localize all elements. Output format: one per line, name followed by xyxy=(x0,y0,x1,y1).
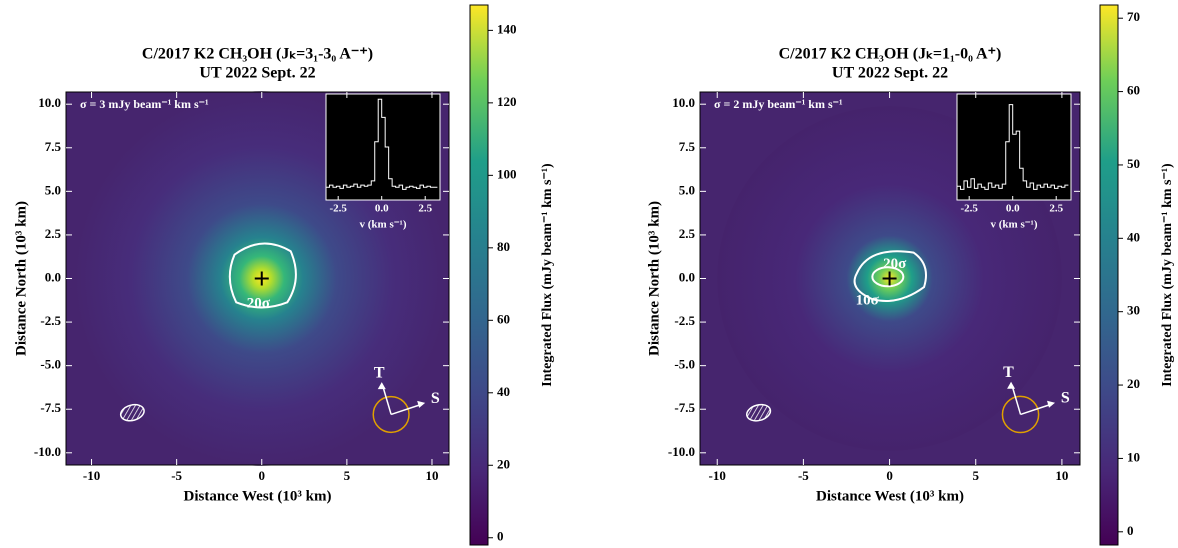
y-tick-label: -10.0 xyxy=(668,444,695,459)
y-tick-label: 2.5 xyxy=(679,226,696,241)
trail-arrow-head xyxy=(377,382,386,390)
sun-arrow xyxy=(1020,403,1052,416)
sun-label: S xyxy=(431,390,440,407)
chart-subtitle: UT 2022 Sept. 22 xyxy=(832,65,948,82)
inset-box xyxy=(325,93,441,201)
inset-tick-label: 2.5 xyxy=(418,203,432,215)
sun-arrow-head xyxy=(1047,400,1056,408)
y-tick-label: -5.0 xyxy=(40,357,61,372)
spectrum xyxy=(326,98,438,190)
nucleus-marker xyxy=(882,271,897,286)
colorbar-tick-label: 80 xyxy=(497,239,510,254)
y-tick-label: -7.5 xyxy=(674,400,695,415)
inset-tick-label: 2.5 xyxy=(1049,203,1063,215)
contour xyxy=(871,266,905,288)
y-tick-label: 7.5 xyxy=(45,139,62,154)
colorbar-tick-label: 20 xyxy=(1127,376,1140,391)
trail-arrow xyxy=(381,385,392,415)
y-tick-label: -7.5 xyxy=(40,400,61,415)
colorbar-tick-label: 50 xyxy=(1127,156,1140,171)
nucleus-marker xyxy=(254,271,269,286)
colorbar-tick-label: 70 xyxy=(1127,9,1140,24)
y-tick-label: -2.5 xyxy=(40,313,61,328)
colorbar-tick-label: 60 xyxy=(497,311,510,326)
x-axis-label: Distance West (10³ km) xyxy=(184,488,332,504)
inset-x-label: v (km s⁻¹) xyxy=(360,219,407,231)
x-tick-label: 0 xyxy=(259,468,266,483)
x-tick-label: -10 xyxy=(709,468,726,483)
y-tick-label: 0.0 xyxy=(679,269,695,284)
colorbar-tick-label: 120 xyxy=(497,94,517,109)
contour-label: 10σ xyxy=(856,292,880,308)
chart-subtitle: UT 2022 Sept. 22 xyxy=(199,65,315,82)
y-tick-label: 10.0 xyxy=(38,95,61,110)
colorbar-label: Integrated Flux (mJy beam⁻¹ km s⁻¹) xyxy=(540,163,555,387)
colorbar-tick-label: 40 xyxy=(497,384,510,399)
sigma-label: σ = 3 mJy beam⁻¹ km s⁻¹ xyxy=(80,97,209,111)
colorbar-tick-label: 100 xyxy=(497,166,517,181)
colorbar-tick-label: 20 xyxy=(497,456,510,471)
x-tick-label: 10 xyxy=(425,468,438,483)
sun-label: S xyxy=(1061,390,1070,407)
plot-panel: 20σ 10σ T Sσ = 2 mJy beam⁻¹ km s⁻¹ -2.5 0.0 2.… xyxy=(646,4,1175,546)
contour-label: 20σ xyxy=(883,256,907,272)
y-axis-label: Distance North (10³ km) xyxy=(13,201,29,356)
x-tick-label: -5 xyxy=(798,468,809,483)
orbit-circle xyxy=(372,395,410,434)
colorbar-tick-label: 30 xyxy=(1127,303,1140,318)
colorbar xyxy=(1099,4,1119,546)
x-tick-label: -5 xyxy=(171,468,182,483)
plot-panel: 20σ T Sσ = 3 mJy beam⁻¹ km s⁻¹ -2.5 0.0 2.5 v … xyxy=(13,4,555,546)
colorbar-tick-label: 60 xyxy=(1127,83,1140,98)
trail-label: T xyxy=(1003,364,1014,381)
x-tick-label: 10 xyxy=(1055,468,1068,483)
contour xyxy=(853,250,927,303)
sun-arrow-head xyxy=(417,400,426,408)
inset-tick-label: -2.5 xyxy=(960,203,978,215)
beam xyxy=(746,403,772,422)
inset-tick-label: 0.0 xyxy=(375,203,389,215)
contour-label: 20σ xyxy=(247,295,271,311)
y-tick-label: -5.0 xyxy=(674,357,695,372)
contour xyxy=(228,242,297,309)
colorbar-tick-label: 0 xyxy=(1127,523,1134,538)
y-tick-label: -2.5 xyxy=(674,313,695,328)
x-axis-label: Distance West (10³ km) xyxy=(816,488,964,504)
y-tick-label: 7.5 xyxy=(679,139,696,154)
x-tick-label: 5 xyxy=(344,468,351,483)
y-tick-label: 5.0 xyxy=(45,182,61,197)
colorbar xyxy=(469,4,489,546)
chart-title: C/2017 K2 CH₃OH (Jₖ=1₁-0₀ A⁺) xyxy=(779,46,1002,63)
chart-title: C/2017 K2 CH₃OH (Jₖ=3₁-3₀ A⁻⁺) xyxy=(142,46,373,63)
trail-arrow-head xyxy=(1007,381,1016,389)
colorbar-tick-label: 40 xyxy=(1127,229,1140,244)
y-tick-label: -10.0 xyxy=(34,444,61,459)
colorbar-tick-label: 0 xyxy=(497,529,504,544)
colorbar-label: Integrated Flux (mJy beam⁻¹ km s⁻¹) xyxy=(1160,163,1175,387)
y-tick-label: 10.0 xyxy=(672,95,695,110)
x-tick-label: 0 xyxy=(886,468,893,483)
inset-x-label: v (km s⁻¹) xyxy=(991,219,1038,231)
y-tick-label: 5.0 xyxy=(679,182,695,197)
x-tick-label: 5 xyxy=(972,468,979,483)
colorbar-tick-label: 10 xyxy=(1127,449,1140,464)
spectrum xyxy=(957,104,1069,190)
trail-label: T xyxy=(374,364,385,381)
inset-tick-label: 0.0 xyxy=(1006,203,1020,215)
y-tick-label: 2.5 xyxy=(45,226,62,241)
y-axis-label: Distance North (10³ km) xyxy=(646,201,662,356)
trail-arrow xyxy=(1011,384,1022,415)
colorbar-tick-label: 140 xyxy=(497,21,517,36)
beam xyxy=(119,403,145,422)
sigma-label: σ = 2 mJy beam⁻¹ km s⁻¹ xyxy=(714,97,843,111)
x-tick-label: -10 xyxy=(83,468,100,483)
inset-tick-label: -2.5 xyxy=(329,203,347,215)
sun-arrow xyxy=(390,403,423,416)
inset-box xyxy=(956,93,1072,201)
orbit-circle xyxy=(1001,395,1040,434)
y-tick-label: 0.0 xyxy=(45,269,61,284)
